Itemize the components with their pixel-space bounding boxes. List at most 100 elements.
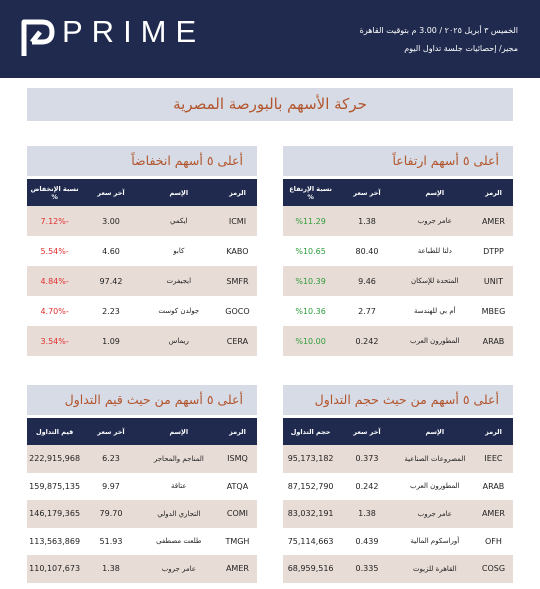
table-row: AMER عامر جروب 1.38 %11.29: [283, 206, 513, 236]
section-title: أعلى ٥ أسهم من حيث قيم التداول: [27, 385, 257, 415]
header-subtitle: مجير/ إحصائيات جلسة تداول اليوم: [404, 44, 518, 53]
cell: ICMI: [217, 206, 257, 236]
column-header: آخر سعر: [338, 418, 396, 445]
cell: ريماس: [139, 326, 218, 356]
column-header: نسبة الإرتفاع %: [283, 179, 339, 206]
cell: 80.40: [355, 246, 379, 256]
cell: المصروعات الصناعية: [395, 445, 474, 473]
cell: OFH: [484, 536, 502, 546]
cell: 2.23: [102, 306, 120, 316]
cell: المناجم والمحاجر: [139, 445, 218, 473]
table-row: AMER عامر جروب 1.38 110,107,673: [27, 555, 257, 583]
table-row: AMER عامر جروب 1.38 83,032,191: [283, 500, 513, 528]
table-row: TMGH طلعت مصطفى 51.93 113,563,869: [27, 528, 257, 556]
cell: جولدن كوست: [158, 307, 200, 315]
logo-icon: [21, 19, 55, 56]
cell: 222,915,968: [27, 445, 83, 473]
cell: 0.439: [355, 536, 379, 546]
cell: عامر جروب: [395, 500, 474, 528]
data-table: الرمز الإسم آخر سعر قيم التداول ISMQ المناجم …: [27, 418, 257, 583]
header-row: الرمز الإسم آخر سعر نسبة الإرتفاع %: [283, 179, 513, 206]
column-header: حجم التداول: [283, 418, 339, 445]
table-row: IEEC المصروعات الصناعية 0.373 95,173,182: [283, 445, 513, 473]
cell: 146,179,365: [27, 500, 83, 528]
column-header: الإسم: [395, 179, 474, 206]
cell: المطورون العرب: [410, 482, 460, 491]
column-header: الرمز: [217, 179, 257, 206]
column-header: آخر سعر: [82, 418, 140, 445]
cell: ايكمي: [139, 206, 218, 236]
cell: -7.12%: [27, 206, 83, 236]
cell: 68,959,516: [283, 555, 339, 583]
cell: دلتا للطباعة: [417, 247, 452, 255]
column-header: الرمز: [473, 179, 513, 206]
cell: 113,563,869: [29, 536, 81, 546]
cell: 159,875,135: [29, 481, 81, 491]
cell: ISMQ: [217, 445, 257, 473]
data-table: الرمز الإسم آخر سعر نسبة الإرتفاع % AMER عامر…: [283, 179, 513, 356]
table-row: ARAB المطورون العرب 0.242 87,152,790: [283, 473, 513, 501]
cell: -4.70%: [40, 306, 69, 316]
table-row: CERA ريماس 1.09 -3.54%: [27, 326, 257, 356]
section-title: أعلى ٥ أسهم من حيث حجم التداول: [283, 385, 513, 415]
cell: 1.38: [82, 555, 140, 583]
cell: عامر جروب: [395, 206, 474, 236]
cell: MBEG: [481, 306, 506, 316]
header: PRIME الخميس ٣ أبريل ٢٠٢٥ / 3.00 م بتوقي…: [0, 0, 540, 78]
table-row: COSG القاهرة للزيوت 0.335 68,959,516: [283, 555, 513, 583]
cell: طلعت مصطفى: [156, 537, 202, 546]
cell: UNIT: [473, 266, 513, 296]
table-section: أعلى ٥ أسهم من حيث حجم التداول الرمز الإسم…: [283, 385, 513, 583]
cell: 79.70: [82, 500, 140, 528]
table-row: MBEG أم بي للهندسة 2.77 %10.36: [283, 296, 513, 326]
table-section: أعلى ٥ أسهم من حيث قيم التداول الرمز الإسم…: [27, 385, 257, 583]
cell: COSG: [473, 555, 513, 583]
cell: IEEC: [473, 445, 513, 473]
data-table: الرمز الإسم آخر سعر حجم التداول IEEC المصروعا…: [283, 418, 513, 583]
cell: %10.65: [295, 246, 326, 256]
cell: KABO: [226, 246, 249, 256]
cell: DTPP: [483, 246, 504, 256]
cell: AMER: [473, 500, 513, 528]
data-table: الرمز الإسم آخر سعر نسبة الإنخفاض % ICMI ايكم…: [27, 179, 257, 356]
cell: المطورون العرب: [395, 326, 474, 356]
cell: 75,114,663: [287, 536, 334, 546]
cell: GOCO: [225, 306, 250, 316]
cell: ايجيفرت: [139, 266, 218, 296]
cell: 9.46: [338, 266, 396, 296]
column-header: الإسم: [139, 179, 218, 206]
column-header: قيم التداول: [27, 418, 83, 445]
cell: 0.242: [355, 481, 379, 491]
cell: CERA: [217, 326, 257, 356]
table-row: GOCO جولدن كوست 2.23 -4.70%: [27, 296, 257, 326]
column-header: نسبة الإنخفاض %: [27, 179, 83, 206]
table-row: COMI التجاري الدولي 79.70 146,179,365: [27, 500, 257, 528]
cell: %10.00: [283, 326, 339, 356]
cell: المتحدة للإسكان: [395, 266, 474, 296]
main-title: حركة الأسهم بالبورصة المصرية: [27, 88, 513, 121]
cell: 6.23: [82, 445, 140, 473]
cell: 51.93: [99, 536, 123, 546]
cell: 9.97: [102, 481, 120, 491]
cell: 1.38: [338, 206, 396, 236]
cell: 3.00: [82, 206, 140, 236]
cell: 83,032,191: [283, 500, 339, 528]
table-row: SMFR ايجيفرت 97.42 -4.84%: [27, 266, 257, 296]
header-row: الرمز الإسم آخر سعر قيم التداول: [27, 418, 257, 445]
cell: 110,107,673: [27, 555, 83, 583]
cell: -4.84%: [27, 266, 83, 296]
cell: عامر جروب: [139, 555, 218, 583]
table-row: ATQA عتاقة 9.97 159,875,135: [27, 473, 257, 501]
cell: 4.60: [102, 246, 120, 256]
cell: القاهرة للزيوت: [395, 555, 474, 583]
cell: ARAB: [473, 326, 513, 356]
table-row: ICMI ايكمي 3.00 -7.12%: [27, 206, 257, 236]
cell: ATQA: [226, 481, 249, 491]
logo-text: PRIME: [62, 14, 206, 49]
table-section: أعلى ٥ أسهم انخفاضاً الرمز الإسم آخر سعر نسب…: [27, 146, 257, 356]
table-section: أعلى ٥ أسهم ارتفاعاً الرمز الإسم آخر سعر نسب…: [283, 146, 513, 356]
cell: كابو: [173, 247, 185, 255]
cell: -5.54%: [40, 246, 69, 256]
cell: -3.54%: [27, 326, 83, 356]
